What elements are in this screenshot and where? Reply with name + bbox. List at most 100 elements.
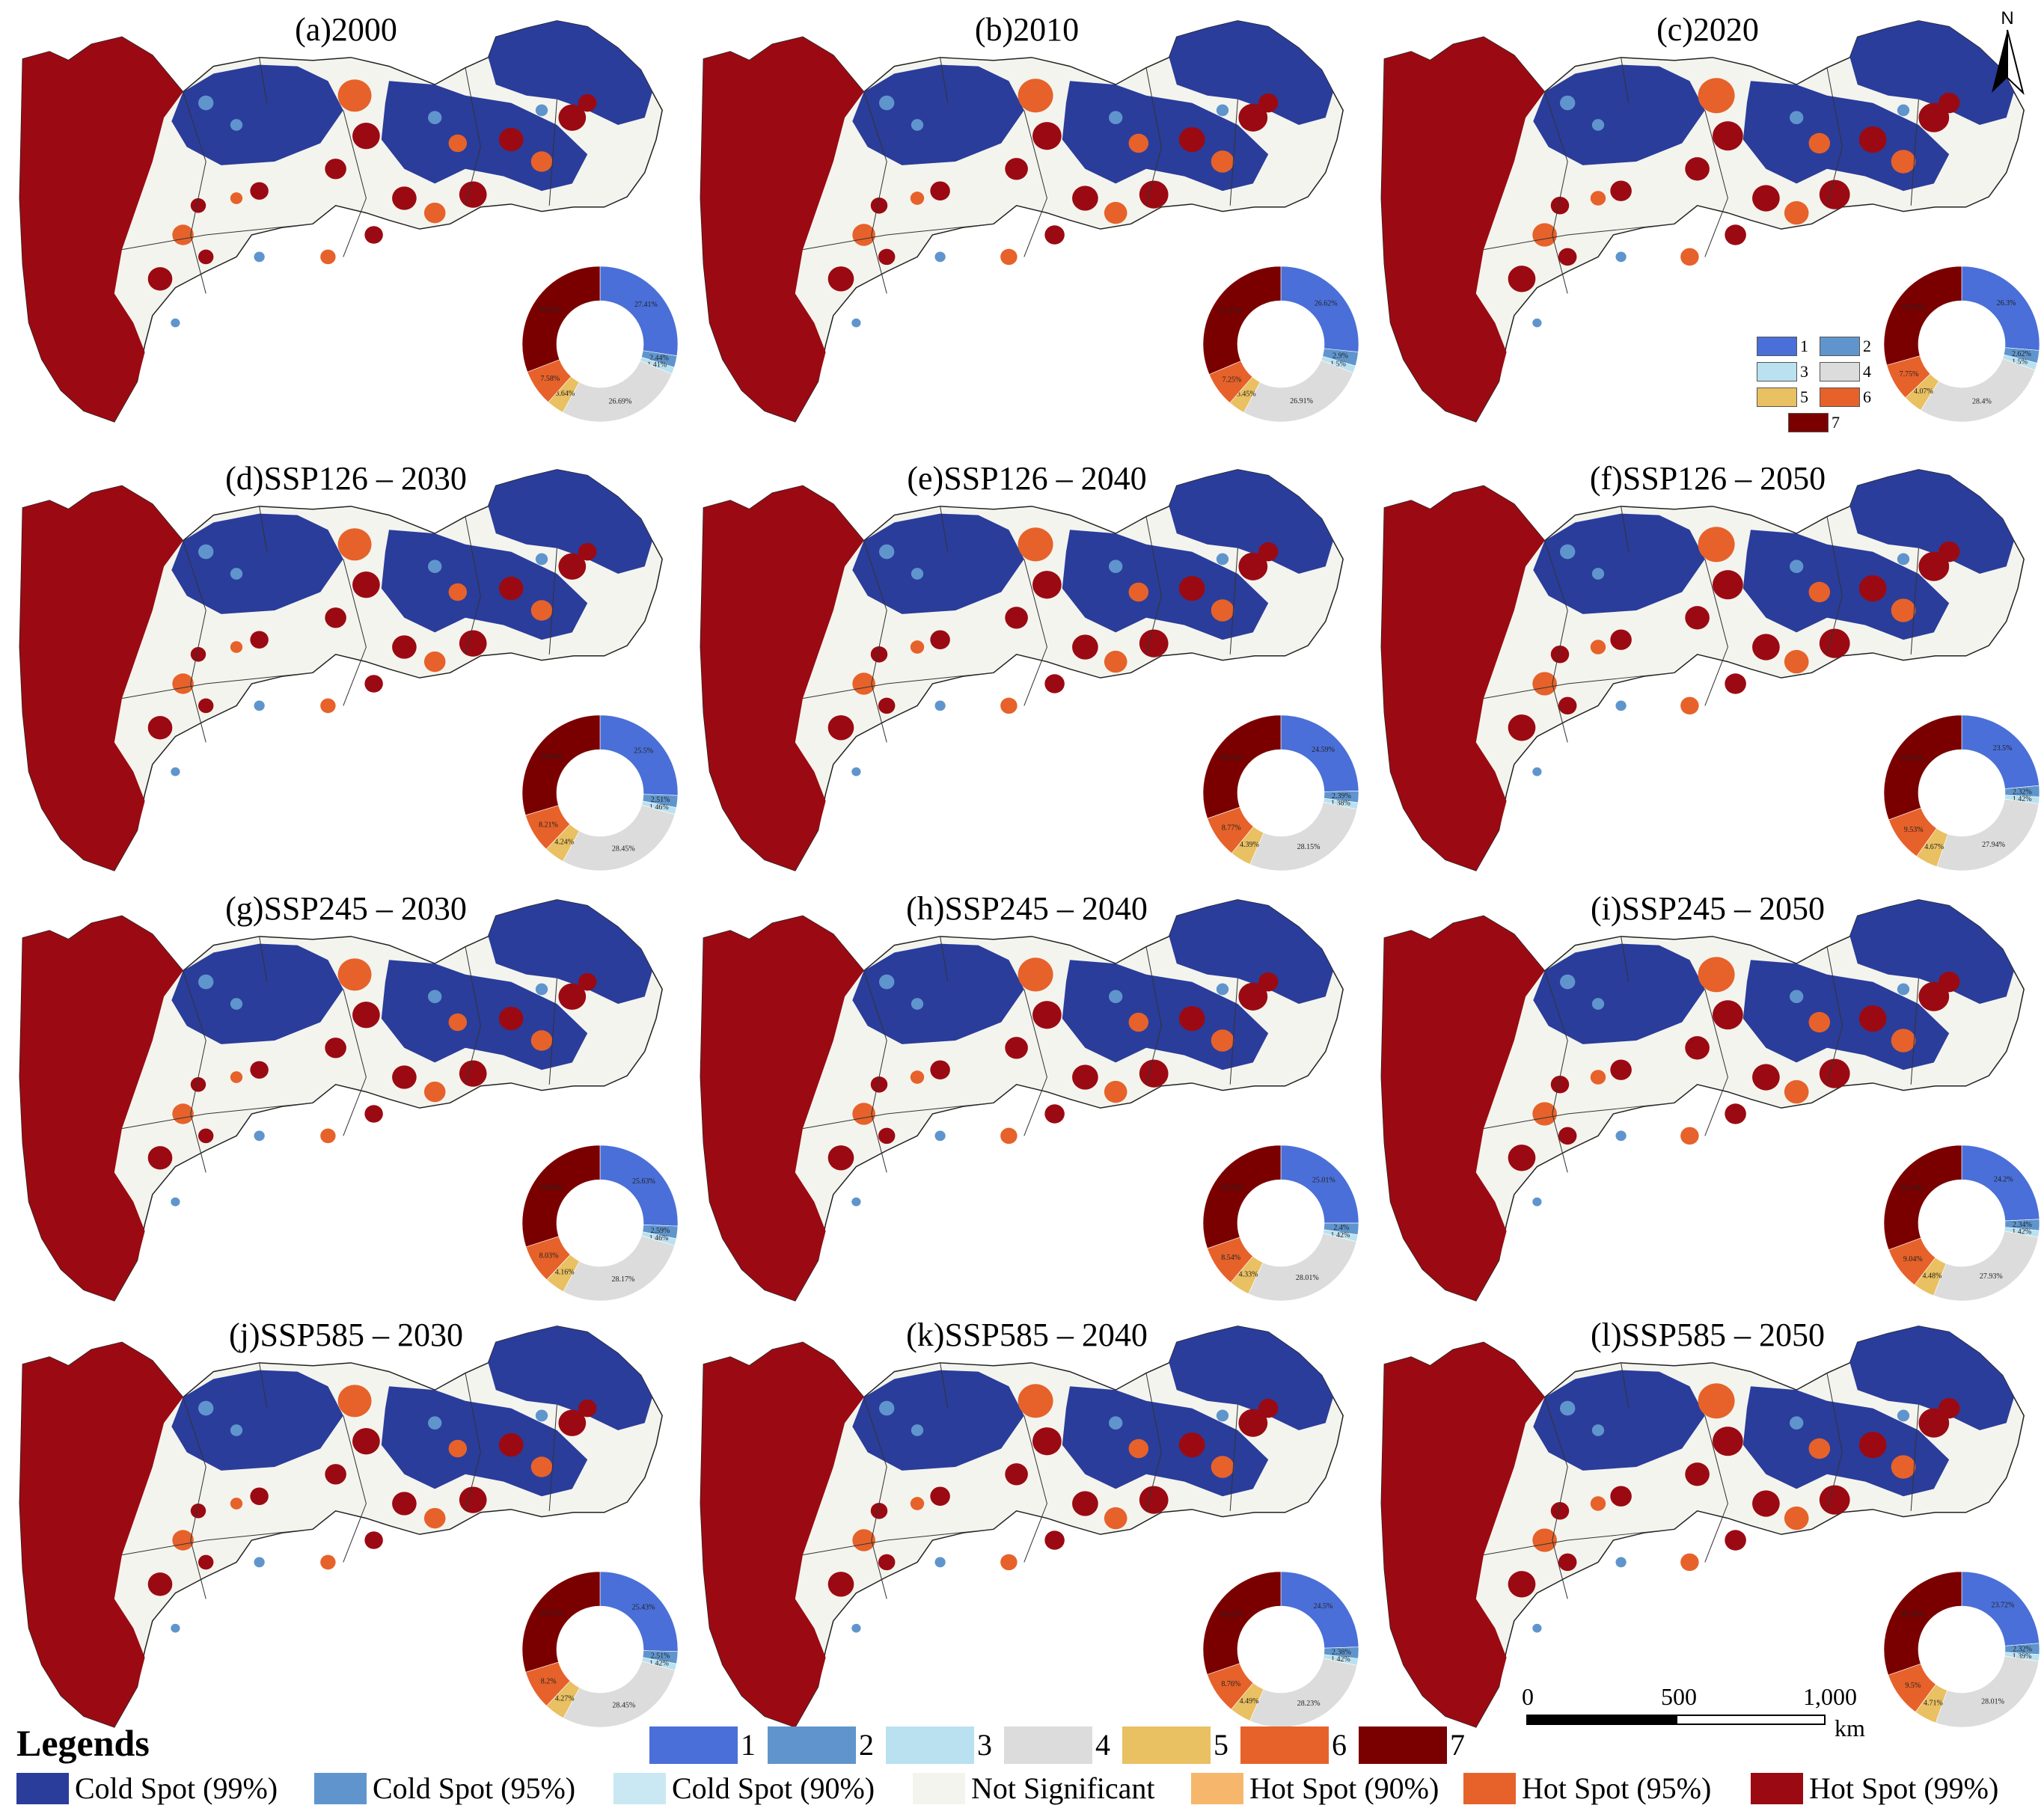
hotspot-patch [1610,629,1632,650]
hotspot-patch [578,1399,597,1418]
donut-label-1: 24.59% [1312,746,1335,754]
coldspot-patch [535,553,548,566]
hotspot-patch [827,1145,854,1171]
scale-tick-0: 0 [1522,1683,1534,1710]
province-border [548,548,557,655]
hotspot-patch [910,1497,925,1510]
donut-slice-7 [521,266,601,373]
map-svg [1380,469,2025,871]
hotspot-patch [1725,1530,1746,1551]
hotspot-patch [1018,79,1053,113]
province-border [1544,91,1568,294]
inset-swatch-6 [1820,387,1860,407]
class-legend: 1 2 3 4 5 6 7 [649,1726,1465,1764]
hotspot-patch [1680,696,1699,715]
inset-label-5: 5 [1800,387,1808,406]
hotspot-patch [1005,158,1028,180]
hotspot-patch [448,1439,468,1458]
province-border [1145,1373,1162,1511]
hotspot-patch [1550,1076,1570,1094]
coldspot-basin [171,64,343,165]
hotspot-patch [325,607,346,628]
hotspot-patch [392,635,417,659]
hotspot-patch [320,249,336,265]
donut-label-3: 1.5% [1330,360,1346,368]
hotspot-patch [1918,1408,1950,1438]
hotspot-patch [459,181,487,208]
hotspot-patch [1104,201,1127,224]
hotspot-patch [827,266,854,292]
coldspot-patch [911,119,924,131]
coldspot-patch [535,104,548,117]
hotspot-patch [827,1572,854,1597]
donut-slice-7 [1202,714,1282,819]
hotspot-patch [1258,1398,1279,1418]
hotspot-patch [392,1065,417,1089]
hotspot-patch [1139,180,1169,209]
hotspot-patch [870,646,888,663]
donut-label-5: 4.71% [1924,1699,1943,1707]
coldspot-patch [1591,998,1605,1010]
coldspot-patch [934,1557,946,1568]
coldspot-patch [1790,990,1804,1004]
hotspot-west [19,37,183,422]
coldspot-patch [428,111,442,125]
coldspot-patch [1532,318,1542,328]
inset-label-6: 6 [1863,387,1871,406]
hotspot-patch [325,159,346,180]
significance-swatch [16,1773,69,1804]
hotspot-patch [423,202,446,224]
province-border [121,672,313,699]
donut-label-7: 30.62% [1900,755,1924,763]
donut-slice-1 [599,714,679,796]
hotspot-patch [198,1128,214,1144]
inset-label-4: 4 [1863,362,1871,381]
hotspot-patch [1032,1427,1062,1456]
donut-slice-4 [563,1661,676,1728]
significance-swatch [314,1773,367,1804]
hotspot-west [700,37,864,422]
donut-label-1: 23.5% [1993,744,2013,753]
significance-swatch [1191,1773,1243,1804]
donut-label-3: 1.42% [649,1659,669,1667]
coldspot-patch [1560,974,1576,990]
coldspot-patch [230,998,243,1010]
hotspot-patch [1072,186,1098,211]
hotspot-patch [1590,1070,1606,1085]
hotspot-patch [1685,606,1710,630]
hotspot-patch [1128,1438,1149,1459]
donut-chart: 24.59% 2.39%1.38% 28.15% 4.39% 8.77% 30.33% [1202,714,1359,871]
hotspot-patch [1918,981,1950,1011]
donut-label-1: 27.41% [634,301,658,309]
hotspot-patch [364,1105,383,1123]
donut-label-6: 7.58% [540,375,560,383]
hotspot-patch [498,1006,524,1031]
hotspot-patch [1685,1036,1710,1060]
hotspot-patch [1698,78,1735,114]
map-panel: (j)SSP585 – 2030 25.43% 2.51% 1.42% 28.45% 4.… [7,1313,685,1739]
coldspot-east [1169,469,1333,574]
hotspot-patch [1005,1463,1028,1486]
share-donut: 23.72% 2.32% 1.39% 28.01% 4.71% 9.5% 30.35% [1872,1560,2044,1739]
hotspot-patch [1819,1485,1850,1515]
hotspot-patch [1532,1102,1557,1126]
hotspot-patch [1819,628,1850,658]
province-border [1704,559,1728,706]
hotspot-patch [1032,571,1062,599]
class-swatch [1240,1726,1329,1764]
hotspot-patch [1590,191,1606,206]
scale-bar-black-segment [1526,1715,1676,1725]
donut-label-6: 9.53% [1904,826,1924,834]
share-donut: 24.59% 2.39% 1.38% 28.15% 4.39% 8.77% 30.33% [1191,703,1371,883]
hotspot-patch [870,197,888,214]
hotspot-patch [423,1081,446,1103]
donut-label-7: 29.63% [540,753,563,762]
province-border [1229,548,1238,655]
hotspot-patch [1858,575,1887,602]
coldspot-patch [535,983,548,996]
hotspot-patch [320,1128,336,1144]
significance-label: Hot Spot (90%) [1249,1771,1439,1805]
hotspot-patch [1713,1427,1743,1456]
coldspot-patch [254,1130,265,1142]
hotspot-patch [1819,1058,1850,1088]
